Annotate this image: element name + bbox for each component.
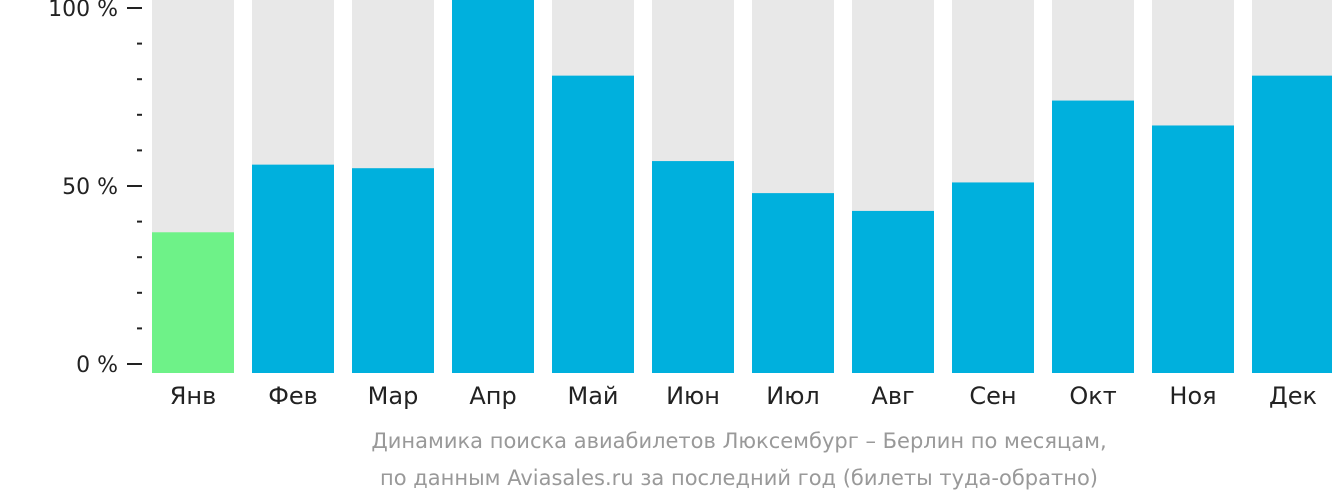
bar-9 (952, 182, 1034, 373)
bar-11 (1152, 125, 1234, 373)
x-tick-label: Фев (268, 382, 318, 410)
bar-4 (452, 0, 534, 373)
x-tick-label: Окт (1069, 382, 1116, 410)
x-tick-label: Дек (1269, 382, 1317, 410)
x-tick-label: Авг (871, 382, 914, 410)
bar-3 (352, 168, 434, 373)
x-axis: Янв Фев Мар Апр Май Июн Июл Авг Сен Окт Ноя Дек (170, 382, 1317, 410)
x-tick-label: Июн (666, 382, 720, 410)
y-axis: 100 % 50 % 0 % (48, 0, 142, 378)
x-tick-label: Янв (170, 382, 217, 410)
x-tick-label: Сен (969, 382, 1016, 410)
bar-chart: 100 % 50 % 0 % Янв Фев Мар Апр Май Июн Июл Авг Сен… (48, 0, 1332, 410)
bars (152, 0, 1332, 373)
bar-5 (552, 75, 634, 373)
x-tick-label: Июл (766, 382, 820, 410)
bar-8 (852, 210, 934, 373)
chart-caption-line-1: Динамика поиска авиабилетов Люксембург –… (371, 429, 1107, 453)
x-tick-label: Ноя (1169, 382, 1216, 410)
bar-12 (1252, 75, 1332, 373)
bar-7 (752, 193, 834, 373)
y-tick-label: 50 % (62, 175, 118, 200)
y-tick-label: 100 % (48, 0, 118, 22)
y-tick-label: 0 % (76, 353, 118, 378)
bar-2 (252, 164, 334, 373)
x-tick-label: Май (567, 382, 618, 410)
x-tick-label: Апр (469, 382, 516, 410)
bar-10 (1052, 100, 1134, 373)
bar-6 (652, 161, 734, 373)
chart-caption-line-2: по данным Aviasales.ru за последний год … (380, 466, 1098, 490)
x-tick-label: Мар (368, 382, 419, 410)
bar-1 (152, 232, 234, 373)
